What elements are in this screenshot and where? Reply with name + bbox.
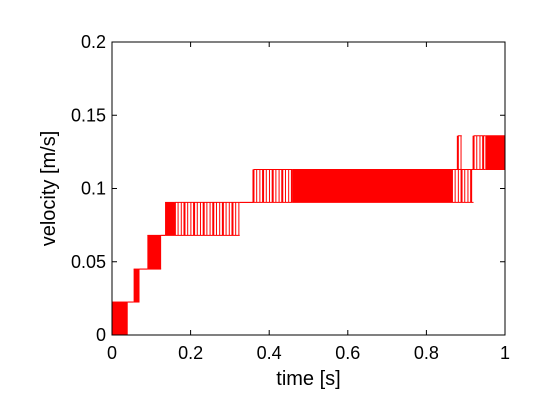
velocity-segment [252, 168, 293, 203]
x-tick-label: 0 [107, 343, 117, 363]
x-tick-label: 0.2 [178, 343, 203, 363]
y-tick-label: 0.15 [71, 105, 106, 125]
x-axis: 0 0.2 0.4 0.6 0.8 1 [107, 42, 510, 363]
velocity-segment [165, 201, 175, 236]
velocity-switching-band [165, 202, 175, 236]
y-axis: 0 0.05 0.1 0.15 0.2 [71, 32, 505, 345]
x-tick-label: 0.8 [414, 343, 439, 363]
y-tick-label: 0.05 [71, 252, 106, 272]
y-tick-label: 0 [96, 325, 106, 345]
y-axis-label: velocity [m/s] [38, 131, 60, 247]
velocity-segment [112, 301, 128, 336]
velocity-segment [485, 135, 505, 170]
series-velocity [112, 135, 505, 336]
x-tick-label: 0.6 [335, 343, 360, 363]
velocity-segment [147, 234, 162, 270]
velocity-segment [456, 135, 462, 170]
y-tick-label: 0.1 [81, 179, 106, 199]
velocity-segment [472, 135, 486, 170]
velocity-switching-band [292, 169, 452, 203]
velocity-switching-band [485, 135, 505, 170]
velocity-switching-band [147, 235, 162, 270]
velocity-switching-band [133, 269, 140, 303]
y-tick-label: 0.2 [81, 32, 106, 52]
velocity-segment [450, 168, 474, 203]
x-tick-label: 0.4 [257, 343, 282, 363]
velocity-segment [133, 268, 140, 303]
velocity-switching-band [112, 302, 128, 335]
x-axis-label: time [s] [276, 368, 340, 390]
x-tick-label: 1 [500, 343, 510, 363]
velocity-segment [292, 168, 452, 203]
velocity-segment [173, 201, 240, 236]
